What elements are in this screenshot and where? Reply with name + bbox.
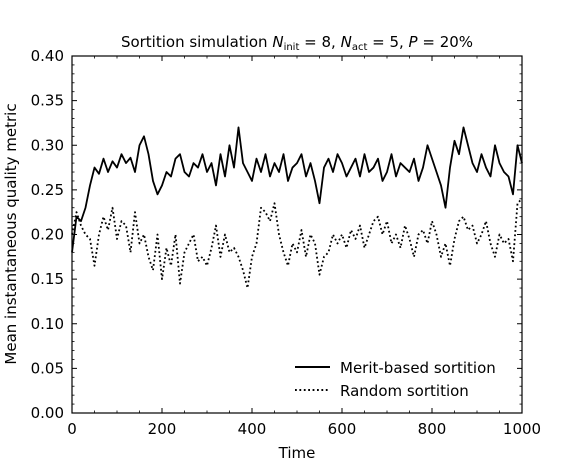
title-n-init-sub: init [284, 42, 300, 53]
legend-label-merit-based: Merit-based sortition [340, 359, 496, 377]
y-tick-label: 0.10 [31, 315, 64, 333]
series-layer [71, 126, 523, 289]
y-axis: 0.00 0.05 0.10 0.15 0.20 0.25 0.30 0.35 0.40 [31, 47, 522, 422]
y-tick-label: 0.05 [31, 359, 64, 377]
y-tick-label: 0.35 [31, 92, 64, 110]
y-axis-label: Mean instantaneous quality metric [2, 103, 20, 364]
title-n-act-sub: act [352, 42, 368, 53]
title-n-init-symbol: N [272, 33, 283, 51]
chart-title: Sortition simulation Ninit = 8, Nact = 5… [121, 33, 473, 53]
x-tick-label: 200 [148, 420, 177, 438]
series-line-random [71, 198, 523, 289]
title-prefix: Sortition simulation [121, 33, 272, 51]
legend: Merit-based sortition Random sortition [295, 359, 496, 400]
title-p-value: = 20% [418, 33, 473, 51]
y-tick-label: 0.40 [31, 47, 64, 65]
y-tick-label: 0.25 [31, 181, 64, 199]
x-tick-label: 1000 [503, 420, 541, 438]
y-tick-label: 0.20 [31, 226, 64, 244]
x-axis: 0 200 400 600 800 1000 [67, 56, 541, 438]
y-tick-label: 0.30 [31, 136, 64, 154]
x-tick-label: 400 [238, 420, 267, 438]
x-tick-label: 600 [328, 420, 357, 438]
legend-label-random: Random sortition [340, 382, 469, 400]
x-tick-label: 0 [67, 420, 77, 438]
title-n-act-value: = 5, [367, 33, 408, 51]
y-tick-label: 0.00 [31, 404, 64, 422]
title-n-act-symbol: N [341, 33, 352, 51]
title-n-init-value: = 8, [299, 33, 340, 51]
x-tick-label: 800 [418, 420, 447, 438]
y-tick-label: 0.15 [31, 270, 64, 288]
title-p-symbol: P [409, 33, 419, 51]
x-axis-label: Time [278, 444, 316, 462]
series-line-merit-based [71, 126, 523, 253]
